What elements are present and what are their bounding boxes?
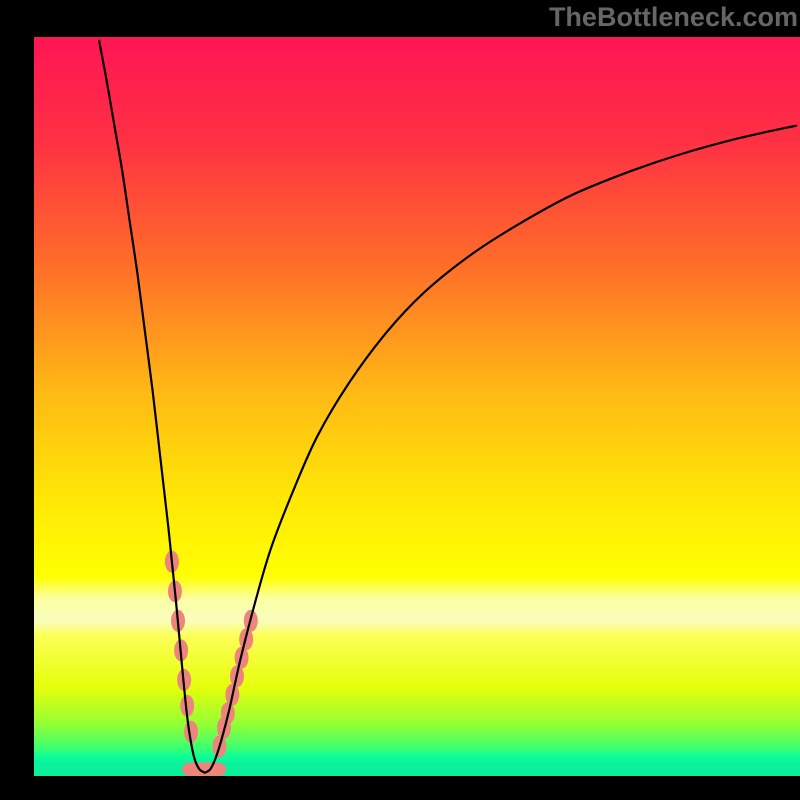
watermark-text: TheBottleneck.com bbox=[549, 2, 798, 33]
plot-area bbox=[34, 37, 800, 776]
chart-root: TheBottleneck.com bbox=[0, 0, 800, 800]
gradient-background bbox=[34, 37, 800, 776]
bottom-band bbox=[34, 763, 800, 776]
chart-svg bbox=[34, 37, 800, 776]
